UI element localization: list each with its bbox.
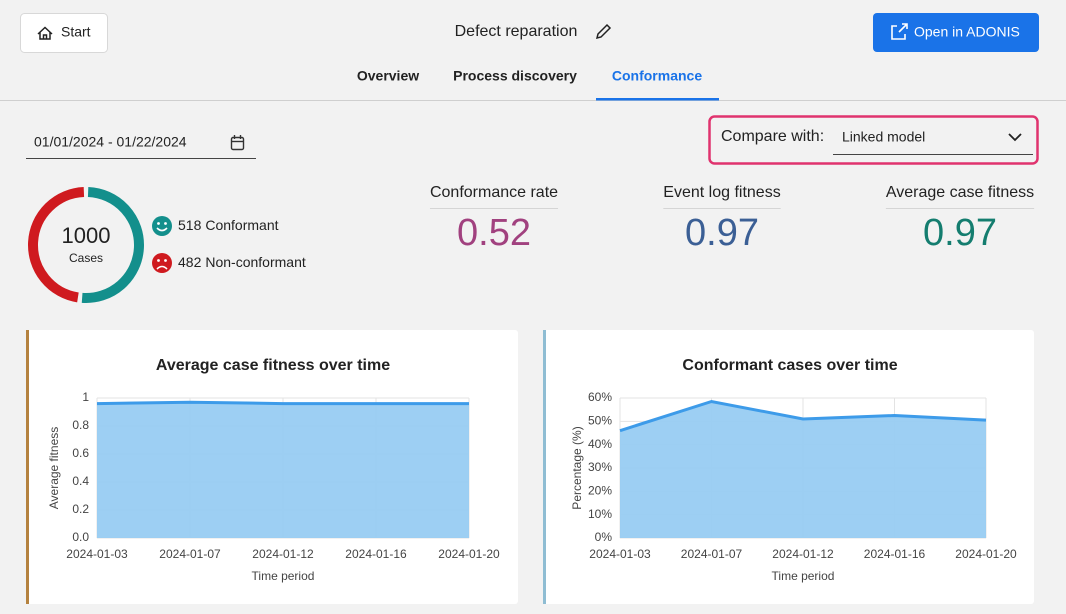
legend-text: Non-conformant [205, 254, 305, 270]
compare-value: Linked model [842, 129, 925, 145]
home-icon [37, 26, 53, 40]
card-accent [543, 330, 546, 604]
kpi-value: 0.97 [923, 212, 997, 254]
legend-count: 482 [178, 254, 202, 270]
edit-icon[interactable] [595, 23, 612, 40]
x-tick-label: 2024-01-07 [681, 547, 743, 561]
line [619, 399, 987, 433]
x-tick-label: 2024-01-12 [252, 547, 314, 561]
y-tick-label: 50% [588, 414, 612, 428]
external-icon [891, 23, 908, 40]
legend-count: 518 [178, 217, 202, 233]
line [96, 400, 469, 406]
y-axis-title: Percentage (%) [570, 426, 584, 509]
area [620, 401, 986, 538]
kpi-value: 0.52 [457, 212, 531, 254]
legend-text: Conformant [205, 217, 278, 233]
tab-active[interactable]: Conformance [612, 68, 702, 84]
kpi-label: Event log fitness [663, 184, 780, 201]
date-range-field[interactable]: 01/01/2024 - 01/22/2024 [26, 134, 256, 159]
y-tick-label: 0.8 [72, 418, 89, 432]
legend-label: 518 Conformant [178, 217, 279, 233]
tab[interactable]: Process discovery [453, 68, 577, 84]
x-tick-label: 2024-01-20 [955, 547, 1017, 561]
cases-total: 1000 [62, 223, 111, 248]
y-tick-label: 1 [82, 390, 89, 404]
x-tick-label: 2024-01-07 [159, 547, 221, 561]
cases-label: Cases [69, 251, 103, 265]
x-tick-label: 2024-01-20 [438, 547, 500, 561]
card-accent [26, 330, 29, 604]
y-tick-label: 0.6 [72, 446, 89, 460]
mouth [156, 227, 168, 232]
compare-select[interactable]: Linked model [833, 129, 1033, 155]
y-axis-title: Average fitness [47, 427, 61, 510]
eye [164, 222, 167, 225]
x-tick-label: 2024-01-03 [589, 547, 651, 561]
x-axis-title: Time period [252, 569, 315, 583]
cases-legend: 518 Conformant 482 Non-conformant [152, 216, 306, 273]
start-button[interactable]: Start [20, 13, 108, 53]
eye [157, 222, 160, 225]
y-tick-label: 0.0 [72, 530, 89, 544]
tab-underline [596, 98, 719, 101]
eye [157, 259, 160, 262]
y-tick-label: 0.2 [72, 502, 89, 516]
y-tick-label: 10% [588, 507, 612, 521]
page-title: Defect reparation [455, 23, 578, 40]
kpi-value: 0.97 [685, 212, 759, 254]
y-tick-label: 60% [588, 390, 612, 404]
y-tick-label: 40% [588, 437, 612, 451]
x-tick-label: 2024-01-12 [772, 547, 834, 561]
x-tick-label: 2024-01-16 [345, 547, 407, 561]
chart-title: Conformant cases over time [682, 357, 897, 374]
kpis: Conformance rate 0.52 Event log fitness 0.9… [429, 184, 1035, 254]
legend-icon [152, 216, 172, 236]
tab[interactable]: Overview [357, 68, 419, 84]
eye [164, 259, 167, 262]
legend-label: 482 Non-conformant [178, 254, 306, 270]
y-tick-label: 20% [588, 484, 612, 498]
chart-title: Average case fitness over time [156, 357, 390, 374]
open-adonis-label: Open in ADONIS [914, 24, 1020, 40]
date-range: 01/01/2024 - 01/22/2024 [34, 134, 187, 150]
x-tick-label: 2024-01-16 [864, 547, 926, 561]
donut-segment [81, 187, 144, 303]
donut-segment [28, 187, 85, 303]
calendar-icon [230, 135, 245, 151]
y-tick-label: 0.4 [72, 474, 89, 488]
start-label: Start [61, 24, 91, 40]
legend-icon [152, 253, 172, 273]
compare-highlight [708, 115, 1039, 165]
chevron-icon [1008, 133, 1022, 142]
kpi-label: Conformance rate [430, 184, 558, 201]
kpi-label: Average case fitness [886, 184, 1034, 201]
area [97, 402, 469, 538]
y-tick-label: 30% [588, 460, 612, 474]
mouth [156, 265, 168, 270]
compare-label: Compare with: [721, 128, 824, 145]
x-axis-title: Time period [772, 569, 835, 583]
y-tick-label: 0% [595, 530, 613, 544]
open-adonis-button[interactable]: Open in ADONIS [873, 13, 1039, 52]
x-tick-label: 2024-01-03 [66, 547, 128, 561]
